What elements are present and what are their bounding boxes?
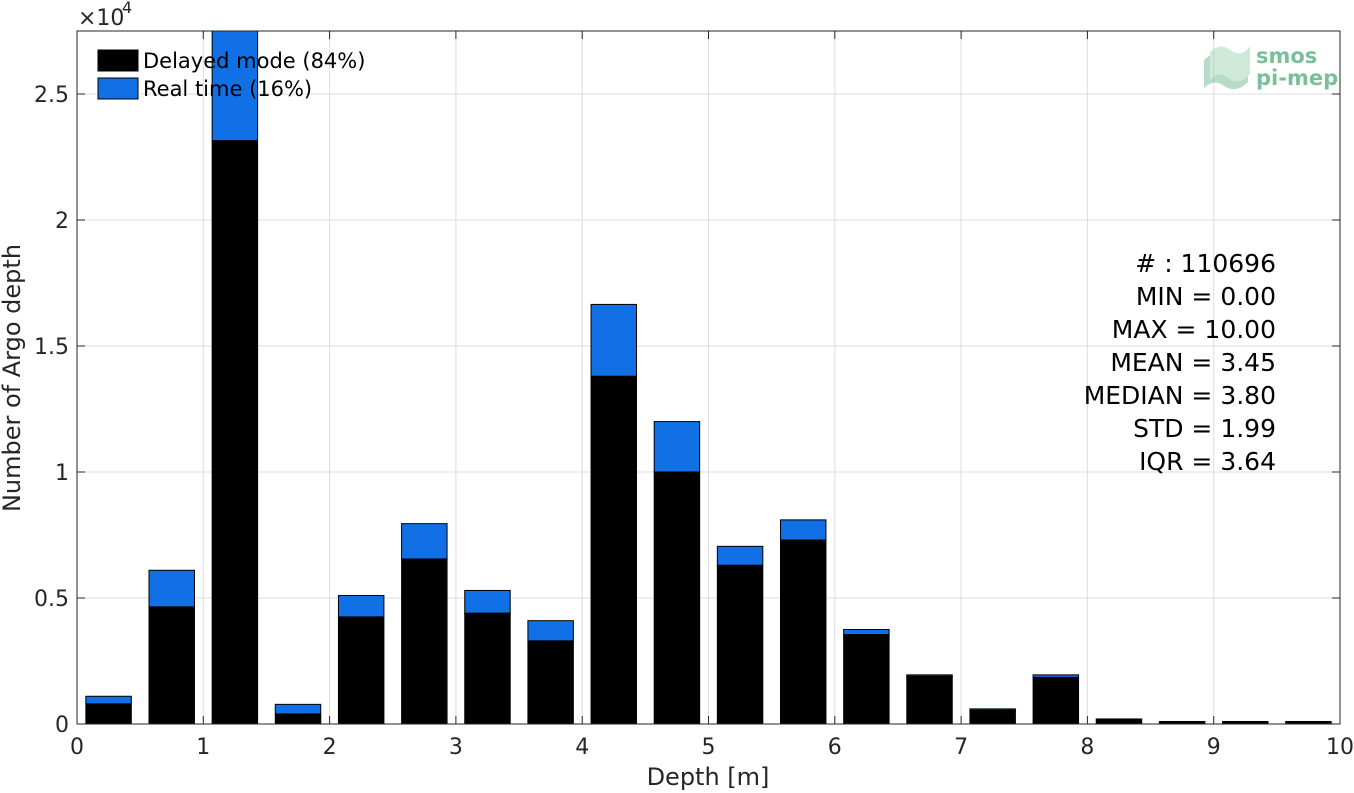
bar-delayed-mode <box>590 375 638 725</box>
bar-delayed-mode <box>464 612 511 725</box>
stat-line: # : 110696 <box>1135 249 1276 278</box>
bar-delayed-mode <box>148 606 195 725</box>
bar-real-time <box>401 523 448 560</box>
stat-line: MEAN = 3.45 <box>1110 348 1276 377</box>
stat-line: IQR = 3.64 <box>1139 447 1276 476</box>
bar-real-time <box>527 620 574 642</box>
bar-delayed-mode <box>969 709 1016 725</box>
stat-line: MEDIAN = 3.80 <box>1084 381 1276 410</box>
bar-delayed-mode <box>1095 718 1143 725</box>
logo-line2: pi-mep <box>1256 66 1338 90</box>
y-multiplier-base: ×10 <box>78 6 124 31</box>
x-tick-label: 2 <box>323 735 337 760</box>
x-tick-label: 4 <box>575 735 589 760</box>
x-tick-label: 7 <box>954 735 968 760</box>
grid <box>76 31 1341 725</box>
x-tick-label: 8 <box>1080 735 1094 760</box>
bar-real-time <box>337 594 385 618</box>
y-tick-label: 1 <box>55 461 69 486</box>
x-tick-label: 3 <box>449 735 463 760</box>
bar-real-time <box>211 30 259 142</box>
bar-delayed-mode <box>843 634 890 725</box>
bar-delayed-mode <box>779 539 827 725</box>
y-tick-label: 0 <box>55 713 69 738</box>
bar-delayed-mode <box>653 471 701 725</box>
y-tick-label: 2.5 <box>34 83 69 108</box>
y-multiplier-exponent: 4 <box>122 0 132 17</box>
bar-real-time <box>843 629 890 636</box>
tick-labels: 0 1 2 3 4 5 6 7 8 9 10 0 0.5 1 1.5 2 2.5 <box>34 31 1354 760</box>
bar-delayed-mode <box>1032 676 1080 725</box>
bar-real-time <box>906 674 953 677</box>
bar-real-time <box>969 708 1016 711</box>
bar-delayed-mode <box>401 558 448 725</box>
legend-label-realtime: Real time (16%) <box>143 77 312 101</box>
bar-real-time <box>274 703 322 715</box>
x-tick-label: 1 <box>196 735 210 760</box>
y-axis-label: Number of Argo depth <box>0 244 26 512</box>
bar-real-time <box>590 303 638 377</box>
bar-real-time <box>464 589 511 614</box>
legend-label-delayed: Delayed mode (84%) <box>143 49 365 73</box>
legend-swatch-realtime <box>97 77 139 100</box>
x-tick-label: 5 <box>702 735 716 760</box>
stat-line: MIN = 0.00 <box>1136 282 1276 311</box>
stat-line: MAX = 10.00 <box>1112 315 1276 344</box>
legend-swatch-delayed <box>97 49 139 72</box>
bar-real-time <box>716 545 764 566</box>
bar-delayed-mode <box>527 640 574 725</box>
logo-wave-icon <box>1204 46 1250 90</box>
y-tick-label: 2 <box>55 209 69 234</box>
bar-real-time <box>1032 674 1080 678</box>
x-tick-label: 10 <box>1326 735 1354 760</box>
bar-real-time <box>148 569 195 608</box>
stat-line: STD = 1.99 <box>1133 414 1276 443</box>
x-axis-label: Depth [m] <box>647 763 770 791</box>
y-tick-label: 1.5 <box>34 335 69 360</box>
bars <box>85 30 1332 725</box>
bar-delayed-mode <box>337 616 385 725</box>
bar-delayed-mode <box>906 675 953 725</box>
x-tick-label: 6 <box>828 735 842 760</box>
x-tick-label: 9 <box>1207 735 1221 760</box>
bar-delayed-mode <box>716 564 764 725</box>
y-tick-label: 0.5 <box>34 587 69 612</box>
statistics-annotation: # : 110696 MIN = 0.00 MAX = 10.00 MEAN = 3.… <box>1084 249 1276 476</box>
legend: Delayed mode (84%) Real time (16%) <box>97 49 365 101</box>
smos-pi-mep-logo: smos pi-mep <box>1204 44 1338 90</box>
bar-real-time <box>653 421 701 473</box>
logo-line1: smos <box>1256 44 1317 68</box>
bar-delayed-mode <box>274 713 322 725</box>
x-tick-label: 0 <box>70 735 84 760</box>
bar-delayed-mode <box>211 140 259 725</box>
bar-real-time <box>85 695 132 705</box>
y-axis-multiplier: ×10 4 <box>78 0 132 31</box>
bar-real-time <box>779 519 827 541</box>
bar-delayed-mode <box>85 703 132 725</box>
